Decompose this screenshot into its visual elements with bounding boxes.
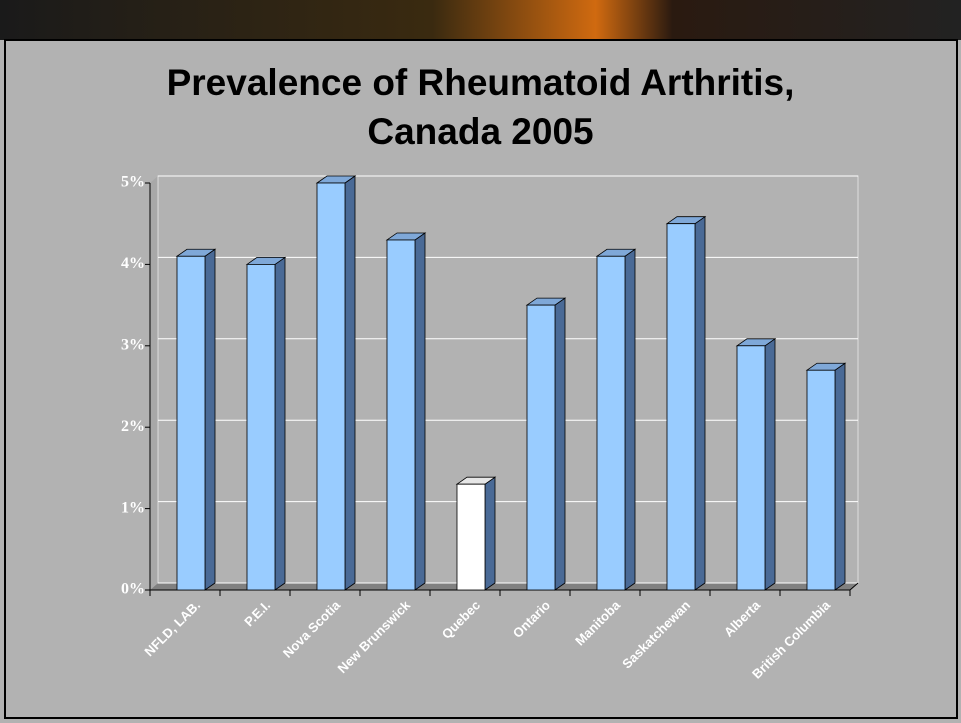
x-tick-label: Quebec [439, 598, 483, 642]
x-tick-label: NFLD, LAB. [141, 598, 203, 660]
y-tick-label: 4% [121, 255, 145, 272]
bar [246, 263, 276, 591]
bar [596, 255, 626, 591]
bar-side [834, 362, 846, 591]
y-tick-label: 2% [121, 418, 145, 435]
bar-side [554, 297, 566, 591]
bar-side [764, 338, 776, 591]
bar-side [624, 248, 636, 591]
side-wall [150, 176, 158, 590]
bar [316, 182, 346, 591]
bar [806, 369, 836, 591]
bar-side [484, 476, 496, 591]
bar [666, 223, 696, 591]
x-tick-label: P.E.I. [241, 598, 273, 630]
x-tick-label: Saskatchewan [619, 597, 693, 671]
y-tick-label: 1% [121, 499, 145, 516]
bar-side [274, 256, 286, 591]
bar-side [204, 248, 216, 591]
bar [386, 239, 416, 591]
chart-title: Prevalence of Rheumatoid Arthritis, Cana… [166, 62, 795, 152]
x-tick-label: British Columbia [749, 597, 834, 682]
bar [526, 304, 556, 591]
bar [456, 483, 486, 591]
frame [4, 39, 958, 719]
x-tick-label: Alberta [721, 597, 764, 640]
banner [0, 0, 961, 40]
x-tick-label: Nova Scotia [280, 597, 344, 661]
bar-side [414, 232, 426, 591]
y-tick-label: 3% [121, 336, 145, 353]
x-tick-label: Ontario [510, 597, 553, 640]
x-tick-label: Manitoba [572, 597, 623, 648]
bar [176, 255, 206, 591]
bar-side [694, 215, 706, 591]
x-tick-label: New Brunswick [335, 597, 414, 676]
bar-side [344, 175, 356, 591]
bar [736, 345, 766, 591]
y-tick-label: 5% [121, 174, 145, 191]
x-axis-depth [849, 582, 859, 591]
y-tick-label: 0% [121, 581, 145, 598]
